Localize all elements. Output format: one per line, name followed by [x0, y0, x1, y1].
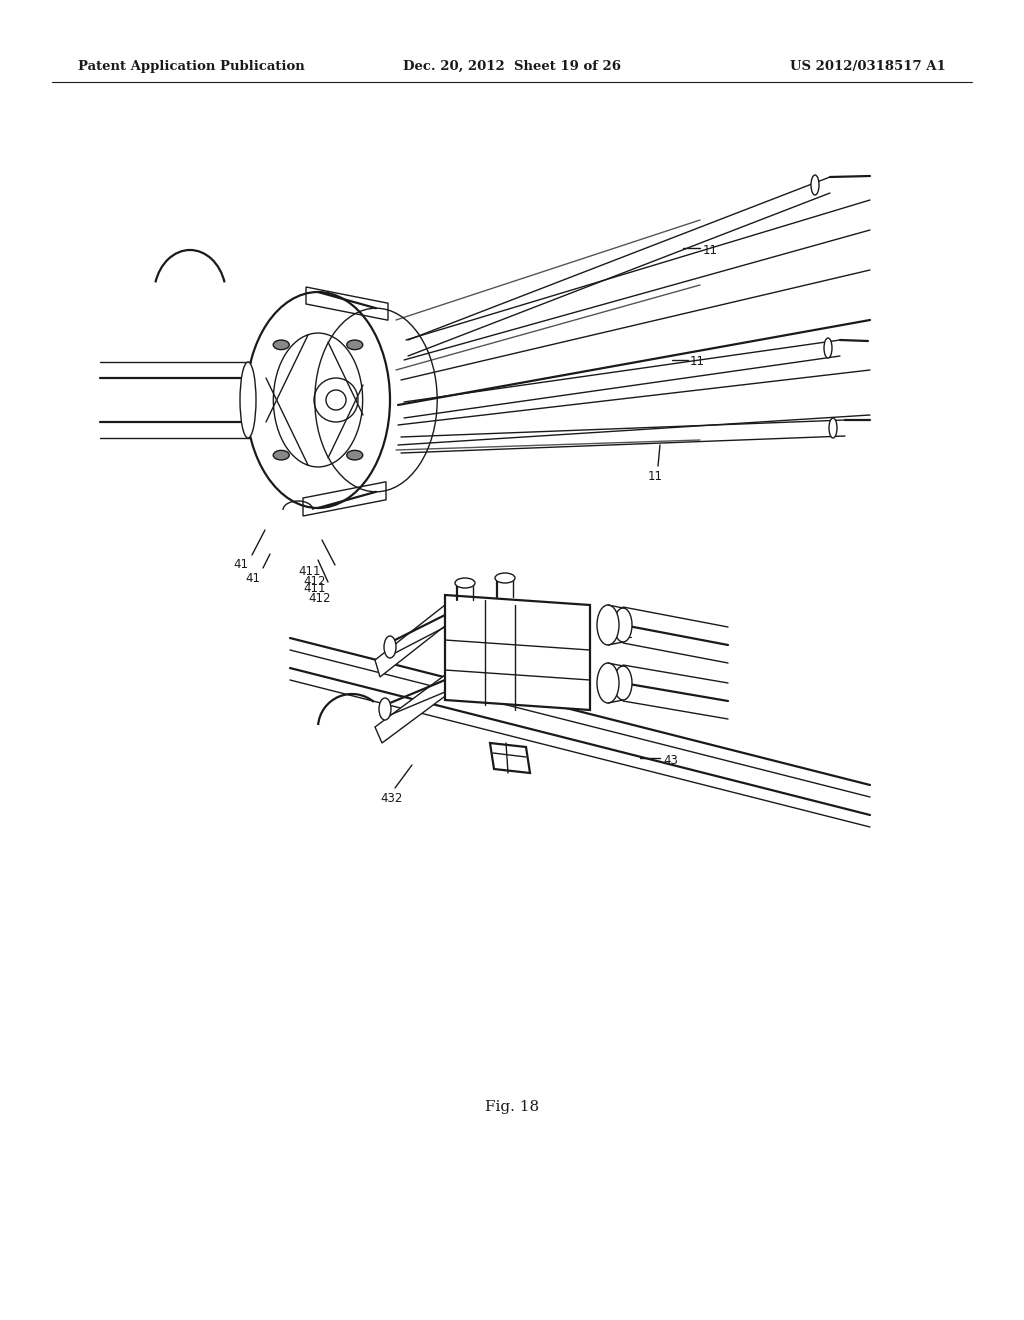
Text: US 2012/0318517 A1: US 2012/0318517 A1	[791, 59, 946, 73]
Ellipse shape	[379, 698, 391, 719]
Text: 411: 411	[304, 582, 327, 595]
Ellipse shape	[829, 418, 837, 438]
Text: 411: 411	[299, 565, 322, 578]
Text: 61: 61	[610, 668, 625, 681]
Ellipse shape	[347, 450, 362, 459]
Text: 412: 412	[309, 591, 331, 605]
Ellipse shape	[495, 573, 515, 583]
Text: 432: 432	[381, 792, 403, 805]
Text: 41: 41	[245, 572, 260, 585]
Text: Dec. 20, 2012  Sheet 19 of 26: Dec. 20, 2012 Sheet 19 of 26	[403, 59, 621, 73]
Text: 412: 412	[304, 576, 327, 587]
Text: 42: 42	[532, 605, 547, 616]
Text: Fig. 18: Fig. 18	[485, 1100, 539, 1114]
Ellipse shape	[614, 667, 632, 700]
Polygon shape	[375, 675, 452, 743]
Ellipse shape	[597, 605, 618, 645]
Text: 61: 61	[618, 628, 633, 642]
Polygon shape	[375, 605, 450, 677]
Ellipse shape	[347, 341, 362, 350]
Ellipse shape	[455, 578, 475, 587]
Text: 11: 11	[690, 355, 705, 368]
Ellipse shape	[614, 609, 632, 642]
Ellipse shape	[597, 663, 618, 704]
Ellipse shape	[824, 338, 831, 358]
Text: 11: 11	[703, 244, 718, 257]
Text: Patent Application Publication: Patent Application Publication	[78, 59, 305, 73]
Text: 41: 41	[233, 558, 248, 572]
Polygon shape	[445, 595, 590, 710]
Ellipse shape	[240, 362, 256, 438]
Ellipse shape	[273, 450, 289, 459]
Text: 43: 43	[663, 754, 678, 767]
Ellipse shape	[811, 176, 819, 195]
Ellipse shape	[273, 341, 289, 350]
Text: 11: 11	[647, 470, 663, 483]
Ellipse shape	[384, 636, 396, 657]
